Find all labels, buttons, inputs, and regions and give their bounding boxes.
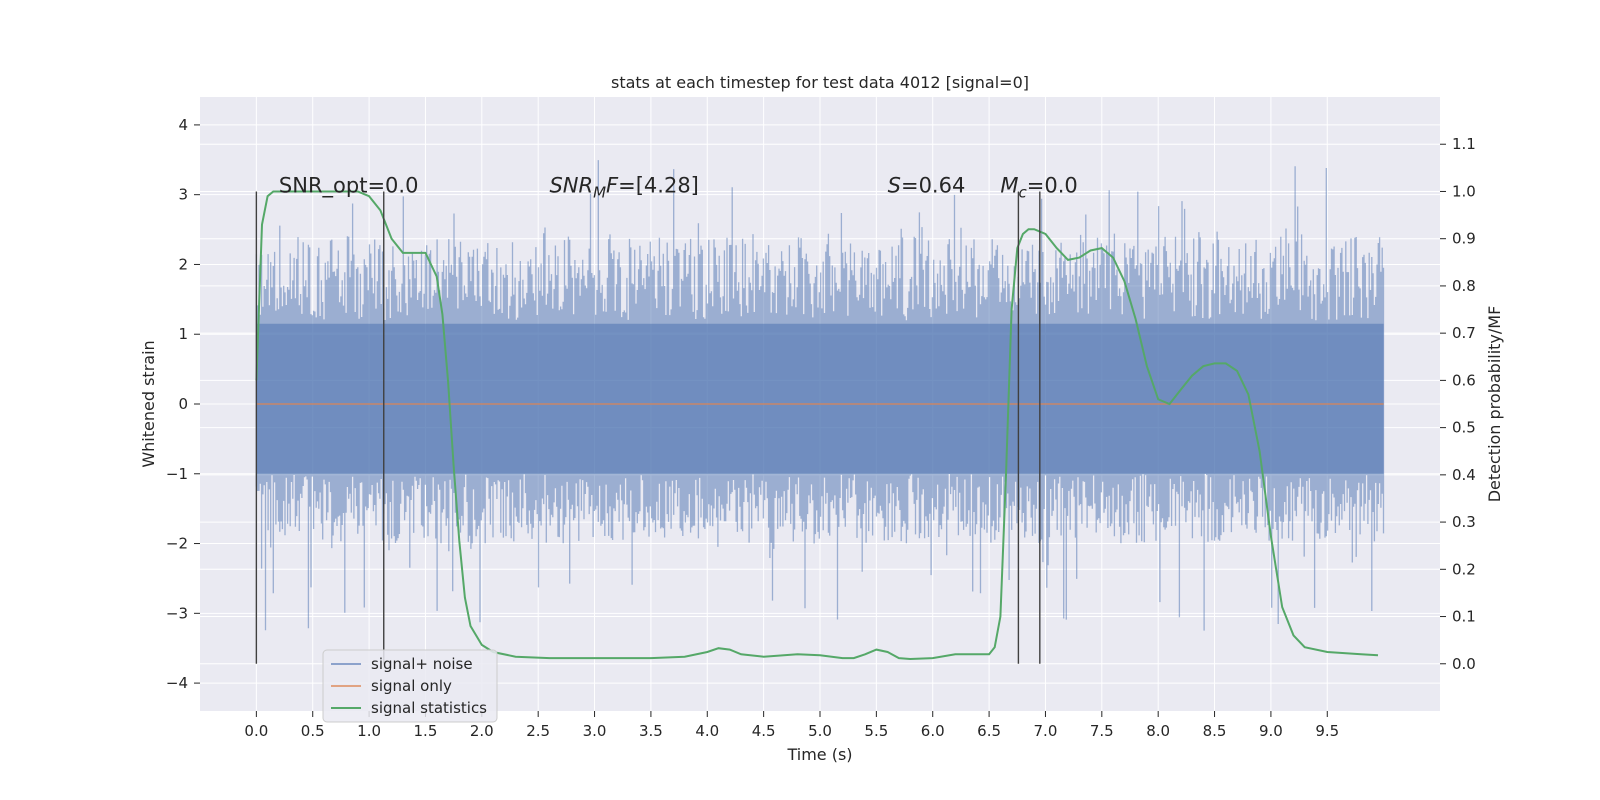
- x-tick-label: 0.5: [301, 722, 325, 740]
- annotation-snr-mf: SNRMF=[4.28]: [549, 173, 698, 201]
- y2-tick-label: 0.1: [1452, 608, 1476, 626]
- x-tick-label: 5.5: [864, 722, 888, 740]
- x-tick-label: 3.0: [583, 722, 607, 740]
- y2-tick-label: 0.0: [1452, 655, 1476, 673]
- annotation-snr-opt: SNR_opt=0.0: [279, 173, 419, 198]
- x-tick-label: 3.5: [639, 722, 663, 740]
- noise-series: [255, 160, 1385, 631]
- y2-tick-label: 0.9: [1452, 230, 1476, 248]
- signal-statistics-line: [255, 190, 1379, 661]
- chart-title: stats at each timestep for test data 401…: [611, 73, 1029, 92]
- y2-tick-label: 0.6: [1452, 371, 1476, 389]
- y-tick-label: 4: [178, 116, 188, 134]
- y-tick-label: 2: [178, 255, 188, 273]
- x-tick-label: 9.5: [1315, 722, 1339, 740]
- y-tick-label: 0: [178, 395, 188, 413]
- x-tick-label: 8.5: [1203, 722, 1227, 740]
- x-tick-label: 5.0: [808, 722, 832, 740]
- y2-tick-label: 0.3: [1452, 513, 1476, 531]
- y2-axis-label: Detection probability/MF: [1485, 306, 1504, 503]
- x-tick-label: 2.5: [526, 722, 550, 740]
- y2-tick-label: 1.0: [1452, 182, 1476, 200]
- x-tick-label: 8.0: [1146, 722, 1170, 740]
- x-tick-label: 4.5: [752, 722, 776, 740]
- y-tick-label: −2: [166, 535, 188, 553]
- x-tick-label: 7.0: [1034, 722, 1058, 740]
- line-series: [255, 190, 1384, 661]
- legend-box: [322, 649, 498, 723]
- y-tick-label: −4: [166, 674, 188, 692]
- y-tick-label: 1: [178, 325, 188, 343]
- x-tick-label: 4.0: [695, 722, 719, 740]
- legend-label: signal+ noise: [371, 655, 473, 673]
- y2-tick-label: 1.1: [1452, 135, 1476, 153]
- x-tick-label: 1.5: [414, 722, 438, 740]
- legend-label: signal only: [371, 677, 452, 695]
- x-tick-label: 7.5: [1090, 722, 1114, 740]
- y2-tick-label: 0.7: [1452, 324, 1476, 342]
- vertical-markers: [255, 191, 1041, 664]
- x-tick-label: 1.0: [357, 722, 381, 740]
- y-tick-label: 3: [178, 186, 188, 204]
- legend-label: signal statistics: [371, 699, 487, 717]
- x-tick-label: 2.0: [470, 722, 494, 740]
- x-tick-label: 9.0: [1259, 722, 1283, 740]
- y2-tick-label: 0.5: [1452, 419, 1476, 437]
- y-tick-label: −3: [166, 604, 188, 622]
- y2-tick-label: 0.4: [1452, 466, 1476, 484]
- annotation-s-value: S=0.64: [888, 173, 966, 197]
- axes: 0.0 0.5 1.0 1.5 2.0 2.5 3.0 3.5 4.0 4.5 5.0 5.5 6.0 6…: [166, 116, 1476, 740]
- x-axis-label: Time (s): [786, 745, 852, 764]
- annotation-mc-value: Mc=0.0: [1000, 173, 1077, 201]
- y-tick-label: −1: [166, 465, 188, 483]
- y-axis-label: Whitened strain: [139, 340, 158, 467]
- y2-tick-label: 0.8: [1452, 277, 1476, 295]
- x-tick-label: 6.5: [977, 722, 1001, 740]
- annotations: SNR_opt=0.0 SNRMF=[4.28] S=0.64 Mc=0.0: [279, 173, 1078, 201]
- x-tick-label: 6.0: [921, 722, 945, 740]
- x-tick-label: 0.0: [244, 722, 268, 740]
- y2-tick-label: 0.2: [1452, 560, 1476, 578]
- legend: signal+ noise signal only signal statistic…: [322, 649, 498, 723]
